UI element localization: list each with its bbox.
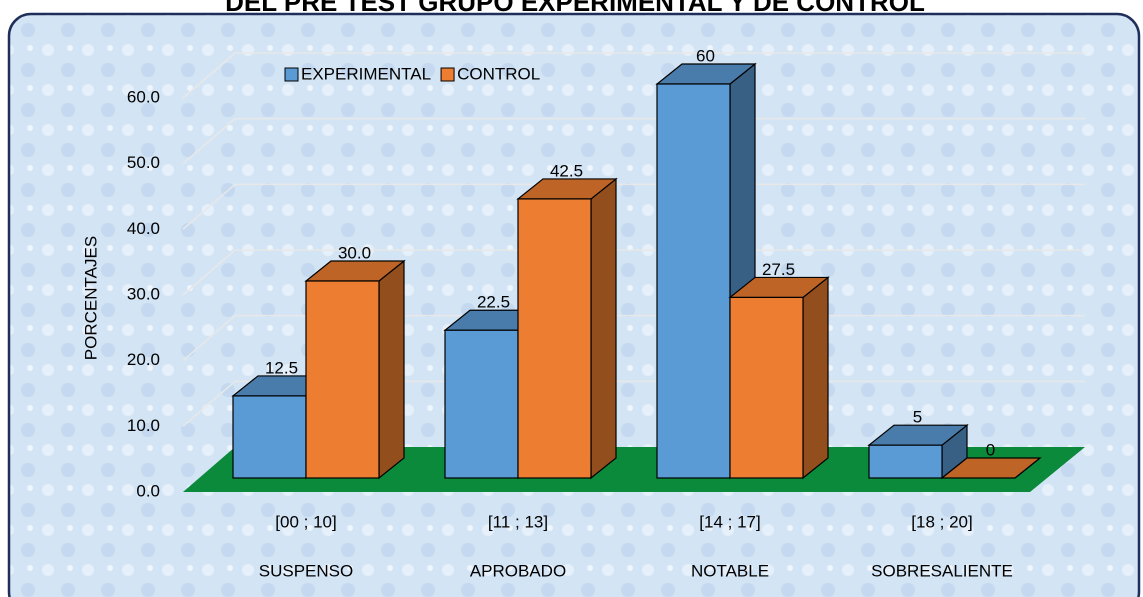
x-category-name: SUSPENSO — [259, 561, 353, 580]
grid-line — [182, 249, 1085, 296]
x-category-name: NOTABLE — [691, 561, 769, 580]
data-label: 12.5 — [265, 358, 298, 377]
x-tick-label: [18 ; 20] — [911, 512, 972, 531]
legend-swatch — [284, 67, 299, 82]
data-label: 60 — [696, 46, 715, 65]
y-axis-label: PORCENTAJES — [81, 236, 100, 360]
y-tick-label: 60.0 — [127, 87, 160, 106]
x-tick-label: [00 ; 10] — [275, 512, 336, 531]
y-tick-label: 0.0 — [136, 481, 160, 500]
data-label: 5 — [913, 408, 922, 427]
bar — [868, 444, 943, 479]
bar — [729, 296, 804, 479]
data-label: 30.0 — [338, 243, 371, 262]
data-label: 42.5 — [550, 161, 583, 180]
data-label: 27.5 — [762, 260, 795, 279]
grid-line — [182, 183, 1085, 230]
bar — [305, 280, 380, 479]
bar-side — [590, 177, 617, 480]
legend-label: CONTROL — [457, 64, 540, 83]
chart-title: DEL PRE TEST GRUPO EXPERIMENTAL Y DE CON… — [225, 0, 925, 17]
bar-side — [802, 276, 829, 480]
y-tick-label: 30.0 — [127, 284, 160, 303]
y-tick-label: 50.0 — [127, 153, 160, 172]
grid-line — [182, 117, 1085, 165]
floor — [183, 447, 1085, 492]
x-category-name: SOBRESALIENTE — [871, 561, 1013, 580]
y-tick-label: 20.0 — [127, 350, 160, 369]
data-label: 22.5 — [477, 293, 510, 312]
grid-line — [182, 52, 1085, 99]
bar — [656, 83, 731, 479]
x-tick-label: [11 ; 13] — [488, 512, 548, 531]
y-tick-label: 10.0 — [127, 416, 160, 435]
y-tick-label: 40.0 — [127, 219, 160, 238]
x-tick-label: [14 ; 17] — [699, 512, 760, 531]
legend-swatch — [440, 67, 455, 82]
bar — [517, 198, 592, 479]
data-label: 0 — [986, 440, 995, 459]
legend-label: EXPERIMENTAL — [301, 64, 431, 83]
bar — [444, 329, 519, 479]
x-category-name: APROBADO — [470, 561, 566, 580]
bar-top — [940, 457, 1042, 479]
bar-side — [378, 259, 405, 480]
bar — [232, 395, 307, 479]
